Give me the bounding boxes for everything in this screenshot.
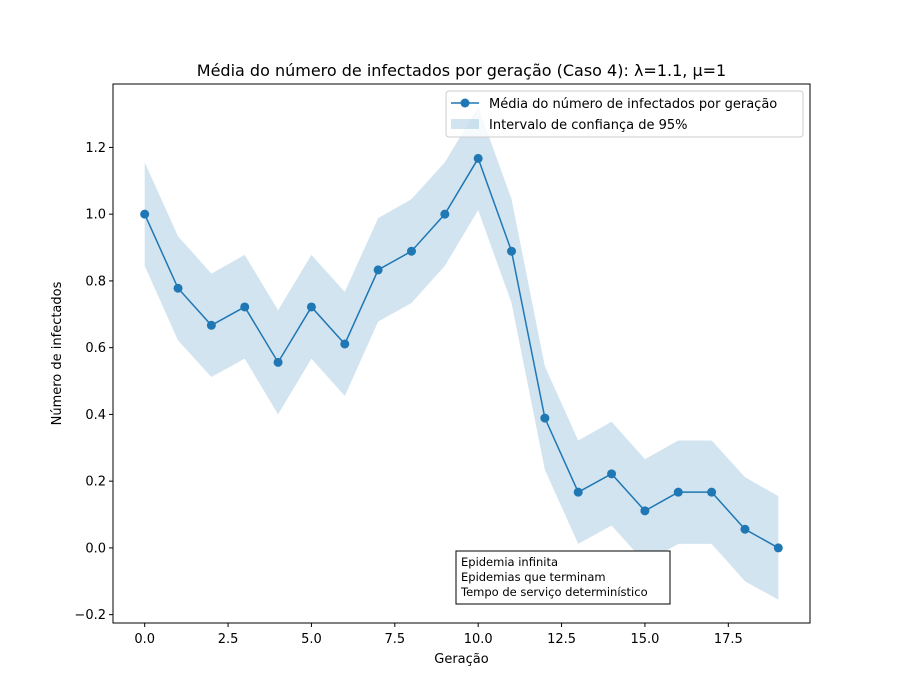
data-point: [340, 339, 350, 349]
x-tick-label: 10.0: [464, 632, 493, 647]
legend-band-label: Intervalo de confiança de 95%: [489, 118, 688, 133]
legend-band-swatch: [451, 119, 479, 129]
data-points: [140, 153, 783, 553]
x-tick-label: 2.5: [218, 632, 239, 647]
x-tick-label: 0.0: [134, 632, 155, 647]
y-tick-label: 0.8: [85, 274, 106, 289]
data-point: [373, 265, 383, 275]
data-point: [473, 153, 483, 163]
data-point: [306, 302, 316, 312]
data-point: [740, 524, 750, 534]
data-point: [673, 487, 683, 497]
annotation-line-3: Tempo de serviço determinístico: [460, 585, 648, 599]
data-point: [773, 543, 783, 553]
legend-marker-swatch: [460, 98, 470, 108]
data-point: [607, 469, 617, 479]
data-point: [707, 487, 717, 497]
legend-box: [445, 90, 804, 138]
x-tick-label: 5.0: [301, 632, 322, 647]
data-point: [273, 357, 283, 367]
y-axis-ticks: −0.2 0.0 0.2 0.4 0.6 0.8 1.0 1.2: [74, 141, 113, 623]
legend-series-label: Média do número de infectados por geraçã…: [489, 97, 777, 112]
data-point: [206, 320, 216, 330]
annotation-line-1: Epidemia infinita: [461, 555, 558, 569]
chart-title: Média do número de infectados por geraçã…: [197, 61, 726, 80]
confidence-band: [144, 106, 779, 600]
annotation-box: Epidemia infinita Epidemias que terminam…: [455, 550, 671, 605]
data-point: [640, 506, 650, 516]
y-tick-label: 0.0: [85, 541, 106, 556]
y-tick-label: 0.2: [85, 475, 106, 490]
data-point: [140, 209, 150, 219]
y-tick-label: 0.4: [85, 408, 106, 423]
legend: Média do número de infectados por geraçã…: [445, 90, 804, 138]
y-tick-label: 1.2: [85, 141, 106, 156]
data-point: [440, 209, 450, 219]
y-axis-label: Número de infectados: [50, 281, 65, 425]
annotation-line-2: Epidemias que terminam: [461, 570, 606, 584]
series-line: [143, 156, 779, 549]
data-point: [573, 487, 583, 497]
data-point: [406, 246, 416, 256]
confidence-band-layer: [144, 106, 779, 600]
x-tick-label: 17.5: [714, 632, 743, 647]
x-axis-label: Geração: [434, 652, 488, 667]
x-tick-label: 7.5: [384, 632, 405, 647]
data-point: [540, 413, 550, 423]
y-tick-label: 0.6: [85, 341, 106, 356]
annotation-frame: [455, 550, 671, 605]
series-line-layer: [143, 156, 779, 549]
x-tick-label: 15.0: [630, 632, 659, 647]
y-tick-label: 1.0: [85, 208, 106, 223]
data-point: [173, 283, 183, 293]
x-tick-label: 12.5: [547, 632, 576, 647]
data-point: [240, 302, 250, 312]
plot-frame: [112, 83, 811, 624]
data-point: [507, 246, 517, 256]
y-tick-label: −0.2: [74, 608, 106, 623]
x-axis-ticks: 0.0 2.5 5.0 7.5 10.0 12.5 15.0 17.5: [134, 623, 743, 647]
